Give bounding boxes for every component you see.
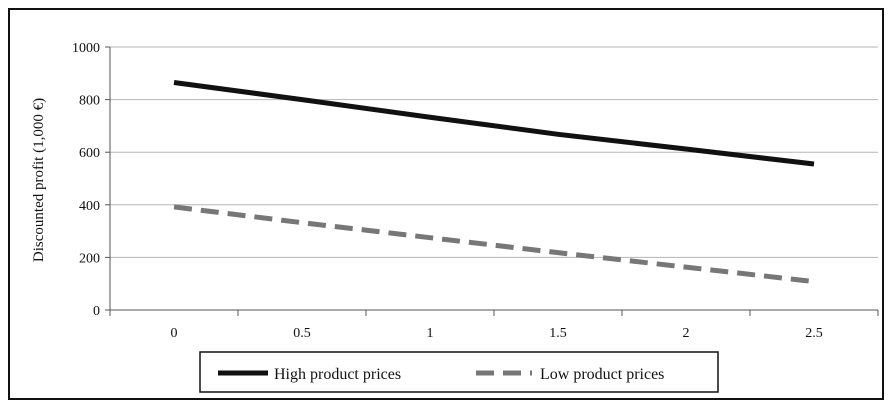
y-tick-label: 800 [79,94,100,109]
axes [105,46,879,316]
legend-label-high: High product prices [274,366,401,383]
legend: High product prices Low product prices [199,351,719,393]
series-line-high-prices [173,80,815,167]
y-tick-label: 400 [79,199,100,214]
legend-label-low: Low product prices [540,366,664,383]
x-tick-label: 0.5 [293,326,311,341]
y-axis-label: Discounted profit (1,000 €) [31,98,47,262]
x-tick-labels: 0 0.5 1 1.5 2 2.5 [171,326,823,341]
y-tick-labels: 0 200 400 600 800 1000 [72,41,100,319]
grid-lines [110,46,878,258]
chart-frame [8,8,884,400]
series-line-low-prices [173,204,815,285]
x-tick-label: 2 [683,326,690,341]
x-tick-label: 1.5 [549,326,567,341]
y-tick-label: 0 [93,304,100,319]
y-tick-label: 200 [79,251,100,266]
y-tick-label: 1000 [72,41,100,56]
y-tick-label: 600 [79,146,100,161]
x-tick-label: 1 [427,326,434,341]
x-tick-label: 0 [171,326,178,341]
legend-box [199,351,719,393]
x-tick-label: 2.5 [805,326,823,341]
series-lines [173,80,815,285]
